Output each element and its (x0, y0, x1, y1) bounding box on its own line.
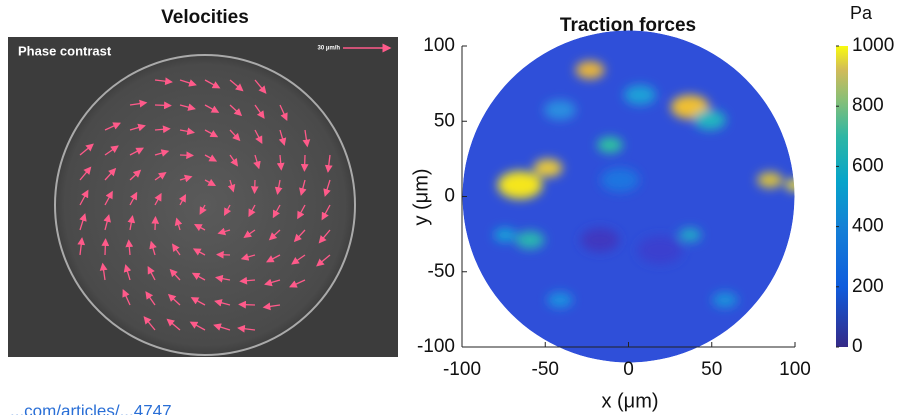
heat-texture (576, 61, 605, 79)
heat-texture (757, 172, 783, 188)
y-tick-label: 100 (423, 35, 455, 56)
y-tick-label: 0 (444, 186, 455, 207)
heat-texture (785, 179, 804, 191)
colorbar-tick-label: 400 (852, 216, 884, 237)
y-axis-label: y (μm) (410, 168, 432, 225)
x-tick-label: -100 (443, 359, 481, 380)
x-axis-label: x (μm) (601, 390, 658, 412)
arrow (105, 239, 106, 255)
heat-texture (601, 168, 639, 192)
x-tick-label: 50 (701, 359, 722, 380)
y-tick-label: -50 (428, 261, 455, 282)
x-tick-label: 0 (623, 359, 634, 380)
arrow (239, 304, 255, 305)
y-tick-label: -100 (417, 336, 455, 357)
heat-texture (494, 228, 516, 242)
heat-texture (581, 228, 619, 252)
footer-link: ...com/articles/...4747 (10, 401, 172, 415)
colorbar-label: Pa (850, 3, 873, 23)
x-tick-label: -50 (532, 359, 559, 380)
image-label: Phase contrast (18, 43, 112, 58)
figure: Velocities Phase contrast 30 µm/h ...com… (0, 0, 897, 415)
heat-texture (534, 159, 563, 177)
scale-label: 30 µm/h (318, 46, 341, 52)
colorbar-tick-label: 600 (852, 155, 884, 176)
colorbar-tick-label: 0 (852, 336, 863, 357)
colorbar-tick-label: 1000 (852, 35, 894, 56)
heatmap (463, 31, 805, 363)
heat-texture (679, 228, 701, 242)
heat-texture (498, 171, 543, 199)
colorbar (836, 46, 848, 347)
heat-texture (694, 110, 726, 130)
y-tick-label: 50 (434, 110, 455, 131)
heat-texture (516, 231, 545, 249)
x-tick-label: 100 (779, 359, 811, 380)
heat-texture (712, 292, 738, 308)
heat-texture (597, 137, 623, 153)
heat-texture (547, 292, 573, 308)
colorbar-tick-label: 200 (852, 276, 884, 297)
colorbar-tick-label: 800 (852, 95, 884, 116)
arrow (155, 105, 171, 106)
heat-texture (638, 236, 683, 264)
heat-texture (624, 85, 656, 105)
arrow (304, 155, 305, 171)
heat-texture (544, 100, 576, 120)
panel-title: Velocities (161, 7, 249, 28)
